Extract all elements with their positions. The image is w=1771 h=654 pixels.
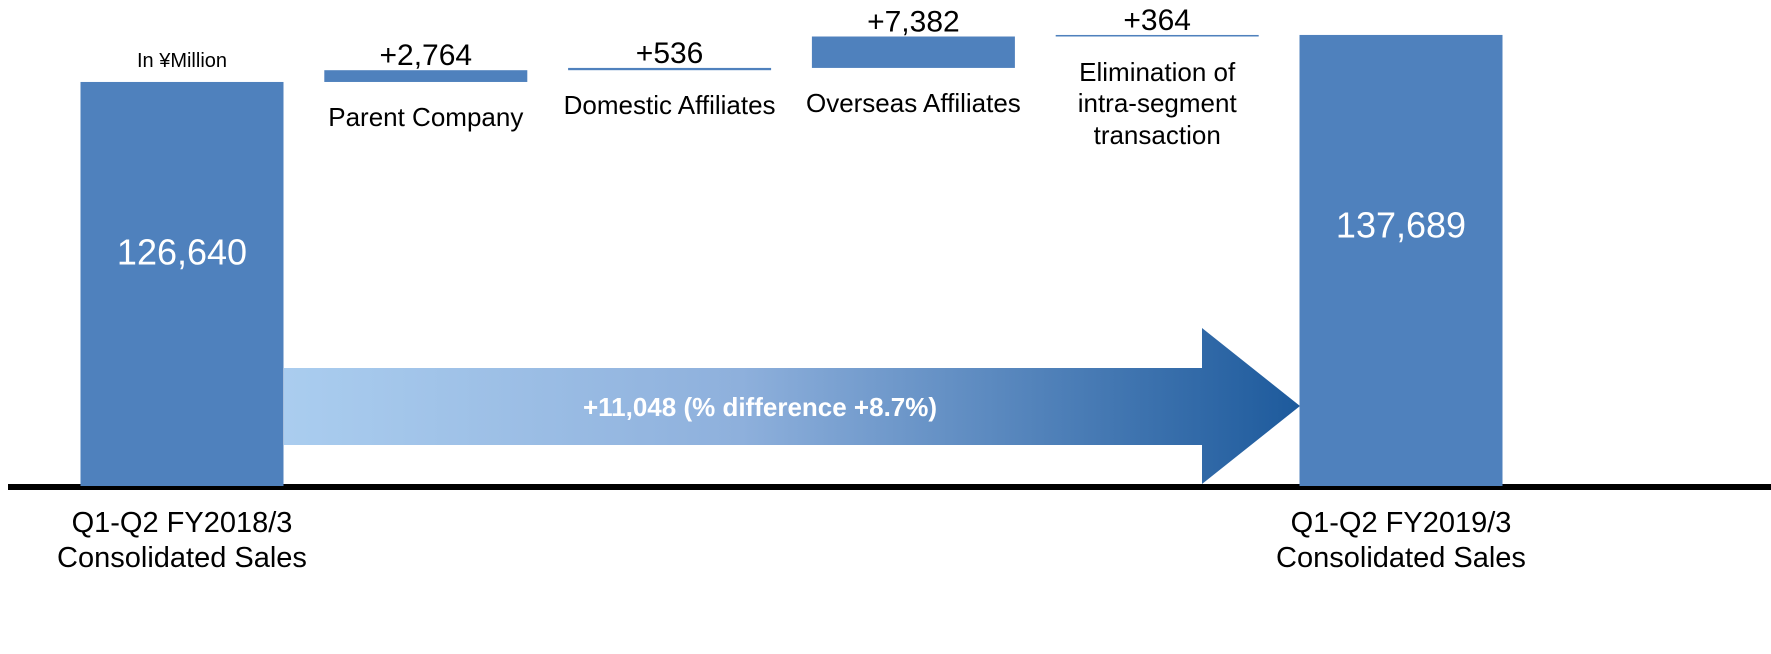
total-bar <box>80 81 284 486</box>
value-label: +364 <box>1123 4 1191 37</box>
category-label: Parent Company <box>328 101 524 132</box>
category-label: Elimination of intra-segment transaction <box>1077 56 1237 150</box>
value-label: +2,764 <box>380 39 473 72</box>
value-label: 126,640 <box>117 232 247 273</box>
total-bar <box>1299 34 1503 487</box>
category-label: Overseas Affiliates <box>805 87 1021 118</box>
growth-arrow <box>284 328 1300 484</box>
category-label: Q1-Q2 FY2019/3 Consolidated Sales <box>1276 507 1526 575</box>
unit-label: In ¥Million <box>137 50 227 72</box>
value-label: +7,382 <box>867 6 960 39</box>
value-label: 137,689 <box>1336 204 1466 245</box>
delta-bar <box>324 70 528 82</box>
delta-bar <box>1055 34 1259 37</box>
value-label: +536 <box>636 37 704 70</box>
category-label: Domestic Affiliates <box>563 90 776 121</box>
delta-bar <box>568 67 772 71</box>
annotation: +11,048 (% difference +8.7%) <box>583 392 937 422</box>
delta-bar <box>811 36 1015 68</box>
category-label: Q1-Q2 FY2018/3 Consolidated Sales <box>57 507 307 575</box>
